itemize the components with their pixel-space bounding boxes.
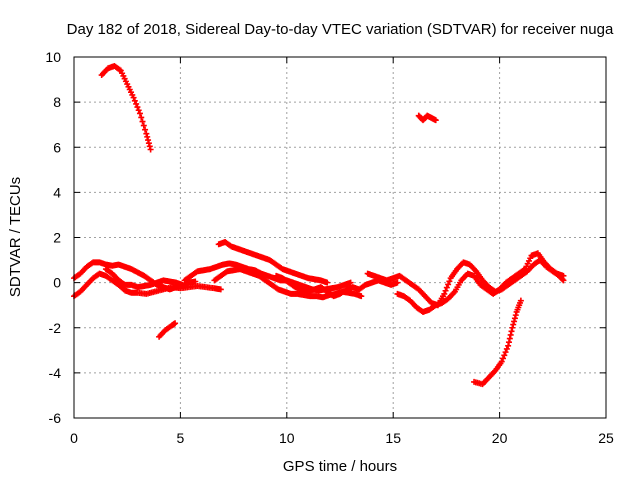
data-point — [505, 342, 512, 349]
data-point — [441, 290, 448, 297]
data-point — [130, 94, 137, 101]
data-point — [507, 331, 514, 338]
data-point — [138, 114, 145, 121]
series-track-neg-late — [471, 297, 524, 388]
data-point — [500, 355, 507, 362]
y-tick-label: -2 — [49, 320, 62, 336]
y-tick-label: 10 — [45, 49, 61, 65]
data-point — [432, 117, 439, 124]
y-tick-label: 8 — [53, 94, 61, 110]
series-track-main-9 — [394, 250, 567, 315]
data-point — [446, 278, 453, 285]
data-point — [142, 126, 149, 133]
x-tick-label: 25 — [598, 430, 614, 446]
y-axis-title: SDTVAR / TECUs — [7, 177, 24, 297]
data-point — [143, 130, 150, 137]
data-point — [445, 281, 452, 288]
data-point — [172, 320, 179, 327]
y-tick-label: 0 — [53, 275, 61, 291]
data-point — [498, 358, 505, 365]
data-point — [443, 284, 450, 291]
data-point — [147, 146, 154, 153]
data-point — [511, 318, 518, 325]
data-point — [134, 104, 141, 111]
data-point — [135, 107, 142, 114]
y-tick-label: 4 — [53, 184, 61, 200]
data-point — [442, 287, 449, 294]
series-track-main-3 — [102, 266, 186, 291]
data-point — [512, 312, 519, 319]
series-track-high-start — [98, 63, 154, 153]
data-point — [517, 297, 524, 304]
axis-ticks: 0 5 10 15 20 25 -6 -4 -2 0 2 4 6 8 10 — [45, 49, 614, 446]
data-point — [145, 140, 152, 147]
data-point — [347, 279, 354, 286]
y-tick-label: -4 — [49, 365, 62, 381]
data-point — [509, 324, 516, 331]
data-point — [502, 349, 509, 356]
data-point — [358, 293, 365, 300]
x-tick-label: 0 — [70, 430, 78, 446]
x-axis-title: GPS time / hours — [283, 458, 397, 475]
data-point — [503, 345, 510, 352]
data-point — [511, 315, 518, 322]
data-point — [179, 281, 186, 288]
data-point — [510, 321, 517, 328]
data-point — [560, 272, 567, 279]
data-point — [217, 286, 224, 293]
data-point — [131, 97, 138, 104]
data-point — [136, 110, 143, 117]
data-point — [505, 339, 512, 346]
chart-title: Day 182 of 2018, Sidereal Day-to-day VTE… — [67, 21, 614, 38]
y-tick-label: 6 — [53, 139, 61, 155]
data-point — [506, 335, 513, 342]
data-point — [508, 328, 515, 335]
data-point — [324, 279, 331, 286]
y-tick-label: 2 — [53, 230, 61, 246]
data-point — [501, 352, 508, 359]
series-track-main-6 — [215, 239, 331, 286]
data-points — [71, 63, 567, 388]
series-track-neg-short — [156, 320, 179, 340]
data-point — [146, 143, 153, 150]
data-point — [144, 133, 151, 140]
x-tick-label: 20 — [492, 430, 508, 446]
data-point — [139, 118, 146, 125]
data-point — [145, 137, 152, 144]
y-tick-label: -6 — [49, 410, 62, 426]
x-tick-label: 15 — [385, 430, 401, 446]
series-track-high-mid — [415, 112, 439, 124]
data-point — [140, 122, 147, 129]
data-point — [133, 100, 140, 107]
x-tick-label: 5 — [177, 430, 185, 446]
data-point — [394, 279, 401, 286]
grid-lines — [74, 57, 606, 418]
x-tick-label: 10 — [279, 430, 295, 446]
